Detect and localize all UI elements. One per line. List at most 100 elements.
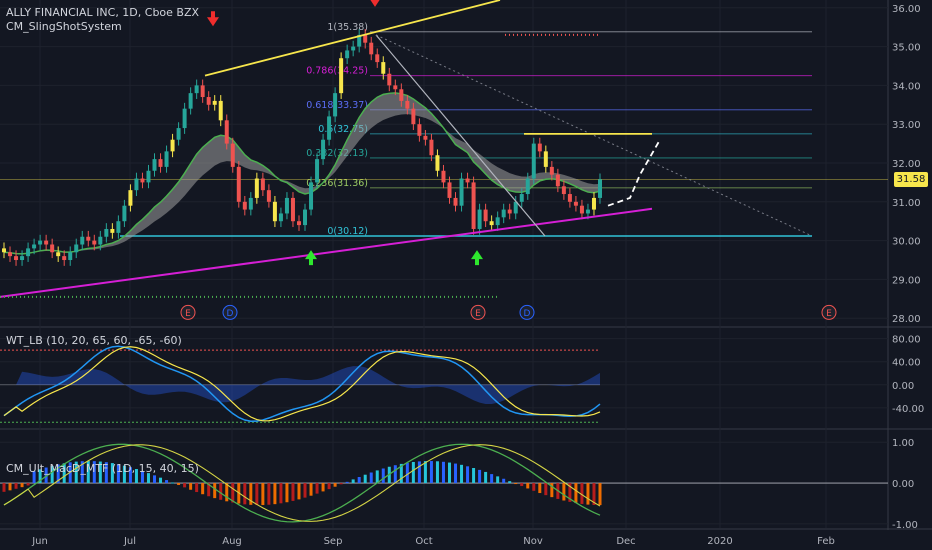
candle-body bbox=[399, 89, 404, 101]
y-tick-label: 28.00 bbox=[892, 314, 921, 325]
macd-bar bbox=[441, 461, 445, 484]
wt-histogram bbox=[4, 366, 600, 405]
candle-body bbox=[176, 128, 181, 140]
candle-body bbox=[549, 166, 554, 175]
y-tick-label: -40.00 bbox=[892, 404, 924, 415]
candle-body bbox=[62, 256, 67, 261]
macd-bar bbox=[532, 483, 536, 491]
candle-body bbox=[483, 209, 488, 222]
candle-body bbox=[296, 221, 301, 226]
macd-bar bbox=[502, 478, 506, 484]
candle-body bbox=[369, 42, 374, 55]
candle-body bbox=[321, 139, 326, 160]
candle-body bbox=[567, 194, 572, 202]
candle-body bbox=[357, 34, 362, 47]
upper-trendline bbox=[204, 0, 501, 77]
candle-body bbox=[507, 209, 512, 214]
macd-bar bbox=[207, 483, 211, 497]
event-marker bbox=[821, 304, 837, 320]
macd-bar bbox=[20, 483, 24, 488]
candle-body bbox=[38, 240, 43, 245]
candle-body bbox=[224, 120, 229, 144]
macd-bar bbox=[231, 483, 235, 503]
signal-line bbox=[3, 444, 601, 522]
x-tick-label: Jun bbox=[31, 536, 48, 547]
candle-body bbox=[242, 201, 247, 210]
dotted-trendline bbox=[375, 34, 813, 237]
candle-body bbox=[212, 100, 217, 105]
macd-bar bbox=[62, 463, 66, 484]
x-tick-label: Oct bbox=[415, 536, 432, 547]
candle-body bbox=[441, 170, 446, 183]
y-tick-label: 0.00 bbox=[892, 479, 914, 490]
candle-body bbox=[579, 205, 584, 214]
wt-oscillator-pane[interactable] bbox=[0, 345, 601, 423]
macd-bar bbox=[315, 483, 319, 494]
y-tick-label: 33.00 bbox=[892, 120, 921, 131]
macd-bar bbox=[225, 483, 229, 502]
macd-bar bbox=[140, 470, 144, 484]
event-marker-label: E bbox=[185, 309, 191, 319]
macd-bar bbox=[466, 466, 470, 484]
candle-body bbox=[519, 194, 524, 202]
candle-body bbox=[122, 205, 127, 222]
macd-bar bbox=[399, 463, 403, 484]
macd-bar bbox=[351, 479, 355, 484]
macd-bar bbox=[562, 483, 566, 501]
macd-bar bbox=[183, 483, 187, 488]
event-marker-label: E bbox=[826, 309, 832, 319]
lower-trendline bbox=[0, 207, 653, 298]
candle-body bbox=[164, 151, 169, 167]
candle-body bbox=[598, 179, 602, 198]
macd-bar bbox=[243, 483, 247, 505]
candle-body bbox=[561, 186, 566, 195]
macd-bar bbox=[195, 483, 199, 493]
macd-bar bbox=[447, 462, 451, 484]
fib-label: 0.5(32.75) bbox=[318, 124, 368, 135]
candle-body bbox=[8, 252, 13, 257]
fib-label: 0.382(32.13) bbox=[306, 148, 368, 159]
candle-body bbox=[26, 248, 31, 257]
fib-label: 1(35.38) bbox=[327, 22, 368, 33]
indicator-label: CM_SlingShotSystem bbox=[6, 20, 122, 33]
macd-bar bbox=[2, 483, 6, 492]
macd-bar bbox=[74, 461, 78, 484]
macd-bar bbox=[454, 463, 458, 484]
macd-bar bbox=[273, 483, 277, 505]
macd-bar bbox=[86, 461, 90, 484]
macd-bar bbox=[255, 483, 259, 506]
candle-body bbox=[2, 248, 6, 253]
macd-bar bbox=[189, 483, 193, 490]
macd-bar bbox=[411, 461, 415, 484]
candle-body bbox=[74, 244, 79, 253]
candle-body bbox=[182, 108, 187, 129]
candle-body bbox=[146, 170, 151, 183]
x-tick-label: Sep bbox=[324, 536, 343, 547]
macd-bar bbox=[417, 461, 421, 484]
candle-body bbox=[14, 256, 19, 261]
candle-body bbox=[152, 159, 157, 171]
macd-bar bbox=[165, 480, 169, 484]
macd-bar bbox=[484, 471, 488, 484]
y-tick-label: 30.00 bbox=[892, 237, 921, 248]
candle-body bbox=[56, 252, 61, 257]
candle-body bbox=[327, 116, 332, 140]
macd-bar bbox=[526, 483, 530, 489]
macd-bar bbox=[267, 483, 271, 505]
y-tick-label: 32.00 bbox=[892, 159, 921, 170]
macd-pane[interactable] bbox=[0, 443, 888, 523]
buy-arrow bbox=[471, 250, 483, 266]
candle-body bbox=[513, 201, 518, 214]
y-tick-label: -1.00 bbox=[892, 520, 918, 531]
wt1-line bbox=[3, 345, 601, 422]
event-marker bbox=[222, 304, 238, 320]
candle-body bbox=[248, 197, 253, 210]
candle-body bbox=[501, 209, 506, 218]
candle-body bbox=[104, 228, 109, 237]
main-price-pane[interactable]: 1(35.38)0.786(34.25)0.618(33.37)0.5(32.7… bbox=[0, 0, 888, 320]
candle-body bbox=[254, 178, 259, 198]
candle-body bbox=[453, 197, 458, 206]
candle-body bbox=[417, 124, 422, 136]
candle-body bbox=[495, 217, 500, 226]
